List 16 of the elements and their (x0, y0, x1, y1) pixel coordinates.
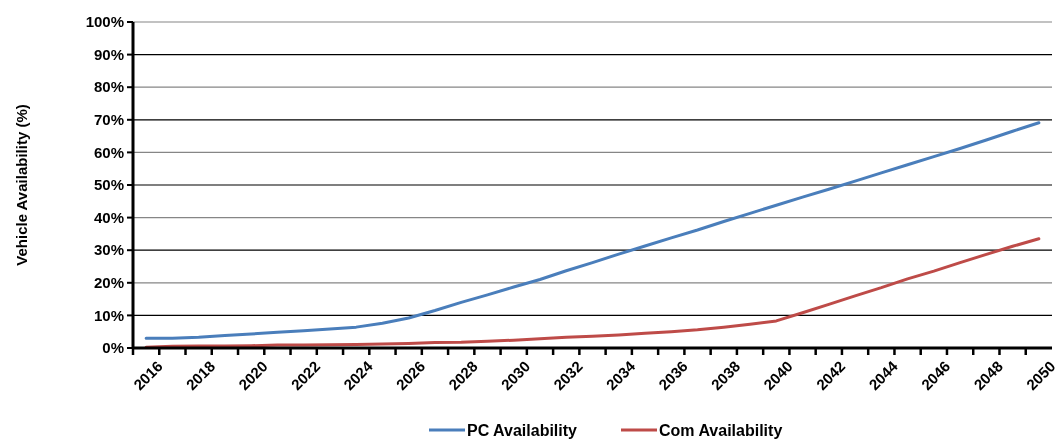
y-axis-title: Vehicle Availability (%) (13, 104, 30, 266)
y-tick-label: 50% (93, 176, 124, 194)
y-tick-label: 10% (93, 306, 124, 324)
y-tick-label: 80% (93, 78, 124, 96)
legend-label: PC Availability (467, 422, 578, 439)
legend-label: Com Availability (659, 422, 783, 439)
y-tick-label: 60% (93, 143, 124, 161)
y-tick-label: 90% (93, 45, 124, 63)
y-tick-label: 30% (93, 241, 124, 259)
y-tick-label: 0% (102, 339, 124, 357)
y-tick-label: 40% (93, 208, 124, 226)
line-series (144, 237, 1041, 349)
y-tick-label: 100% (85, 13, 124, 31)
line-series (144, 121, 1041, 340)
y-tick-label: 20% (93, 274, 124, 292)
y-tick-label: 70% (93, 111, 124, 129)
